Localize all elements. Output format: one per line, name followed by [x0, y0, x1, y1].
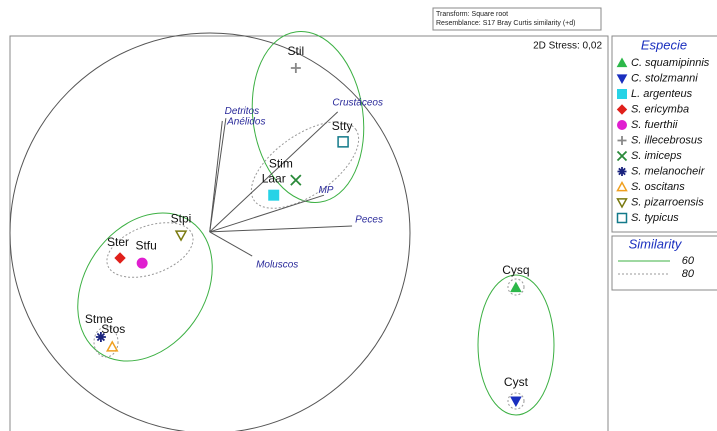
point-label: Cyst — [504, 375, 529, 389]
legend-label: S. pizarroensis — [631, 196, 704, 208]
legend-label: S. oscitans — [631, 181, 685, 193]
legend-marker — [616, 74, 628, 85]
point-label: Stme — [85, 312, 113, 326]
data-point — [290, 62, 301, 73]
legend-marker — [617, 167, 627, 176]
legend-label: S. melanocheir — [631, 165, 706, 177]
legend-label: S. imiceps — [631, 150, 682, 162]
similarity-contour — [93, 326, 119, 358]
similarity-contour — [250, 121, 360, 209]
similarity-label: 80 — [682, 268, 695, 280]
similarity-contour — [477, 274, 555, 416]
data-point — [510, 396, 522, 408]
vector-label: Peces — [355, 215, 383, 226]
point-label: Stil — [288, 44, 305, 58]
point-label: Stos — [101, 322, 125, 336]
legend-marker — [616, 150, 628, 162]
vector — [209, 120, 223, 232]
similarity-contour — [507, 278, 525, 296]
point-label: Laar — [262, 171, 286, 185]
species-legend — [611, 35, 717, 233]
data-point — [268, 189, 280, 201]
legend-label: C. squamipinnis — [631, 57, 710, 69]
resemblance-text: Resemblance: S17 Bray Curtis similarity … — [436, 20, 575, 27]
legend-label: S. typicus — [631, 212, 679, 224]
legend-marker — [616, 57, 628, 68]
vector — [209, 225, 353, 233]
similarity-contour — [507, 392, 525, 410]
data-point — [114, 252, 126, 264]
legend-marker — [616, 180, 628, 192]
legend-marker — [617, 89, 627, 99]
legend-marker — [616, 104, 628, 115]
legend-marker — [617, 136, 627, 145]
vector — [209, 118, 227, 232]
correlation-circle — [9, 32, 411, 431]
vector — [209, 231, 253, 257]
vector-label: Moluscos — [256, 260, 298, 271]
vector-label: MP — [318, 185, 333, 196]
point-label: Stim — [269, 156, 293, 170]
similarity-contour — [251, 30, 365, 204]
point-label: Stfu — [135, 238, 156, 252]
vector — [209, 111, 339, 233]
similarity-label: 60 — [682, 255, 695, 267]
vector-label: Anélidos — [226, 117, 265, 128]
data-point — [95, 331, 106, 342]
legend-marker — [616, 212, 628, 224]
data-point — [136, 257, 148, 269]
similarity-contour — [106, 222, 194, 278]
legend-label: L. argenteus — [631, 88, 693, 100]
transform-text: Transform: Square root — [436, 11, 508, 18]
legend-label: S. illecebrosus — [631, 134, 703, 146]
vector — [209, 194, 325, 233]
stress-text: 2D Stress: 0,02 — [533, 41, 602, 52]
vector-label: Crustáceos — [332, 97, 383, 108]
similarity-legend — [611, 235, 717, 291]
data-point — [174, 230, 188, 242]
legend-label: S. ericymba — [631, 103, 689, 115]
vector-label: Detritos — [225, 106, 259, 117]
legend-marker — [617, 120, 627, 130]
point-label: Cysq — [502, 263, 529, 277]
legend-label: C. stolzmanni — [631, 72, 698, 84]
legend-marker — [616, 198, 628, 209]
point-label: Stty — [332, 119, 353, 133]
data-point — [337, 136, 349, 148]
data-point — [290, 174, 302, 186]
data-point — [510, 281, 522, 293]
data-point — [105, 340, 119, 352]
plot-frame — [9, 35, 609, 431]
legend-title: Especie — [641, 37, 687, 52]
point-label: Stpi — [171, 211, 192, 225]
info-box — [432, 7, 602, 31]
similarity-contour — [77, 212, 213, 362]
similarity-title: Similarity — [629, 236, 683, 251]
point-label: Ster — [107, 235, 129, 249]
legend-label: S. fuerthii — [631, 119, 678, 131]
